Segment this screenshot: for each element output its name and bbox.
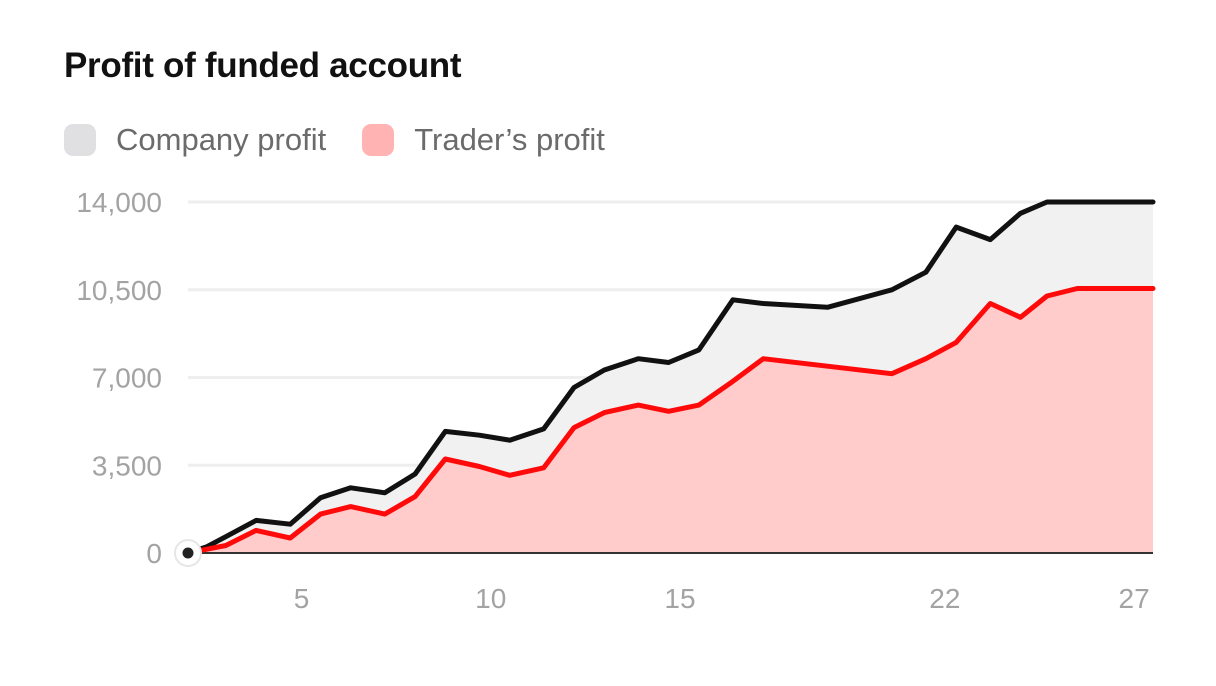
legend: Company profit Trader’s profit xyxy=(64,122,641,158)
y-tick-label: 14,000 xyxy=(76,187,162,218)
x-tick-label: 10 xyxy=(475,583,506,614)
chart-title: Profit of funded account xyxy=(64,46,462,85)
legend-label-trader: Trader’s profit xyxy=(414,122,605,157)
y-tick-label: 10,500 xyxy=(76,275,162,306)
x-tick-label: 5 xyxy=(294,583,310,614)
y-tick-label: 0 xyxy=(146,538,162,569)
x-tick-label: 22 xyxy=(929,583,960,614)
x-tick-label: 15 xyxy=(664,583,695,614)
x-tick-label: 27 xyxy=(1119,583,1150,614)
y-tick-label: 3,500 xyxy=(92,450,162,481)
legend-item-company[interactable]: Company profit xyxy=(64,122,326,158)
trader-profit-line xyxy=(185,286,1156,556)
legend-swatch-company xyxy=(64,124,96,156)
trader-profit-area xyxy=(188,288,1153,553)
company-profit-line xyxy=(185,199,1156,556)
start-marker-dot xyxy=(182,547,194,559)
company-profit-area xyxy=(188,202,1153,553)
legend-label-company: Company profit xyxy=(116,122,327,157)
legend-item-trader[interactable]: Trader’s profit xyxy=(362,122,605,158)
y-tick-label: 7,000 xyxy=(92,363,162,394)
legend-swatch-trader xyxy=(362,124,395,156)
